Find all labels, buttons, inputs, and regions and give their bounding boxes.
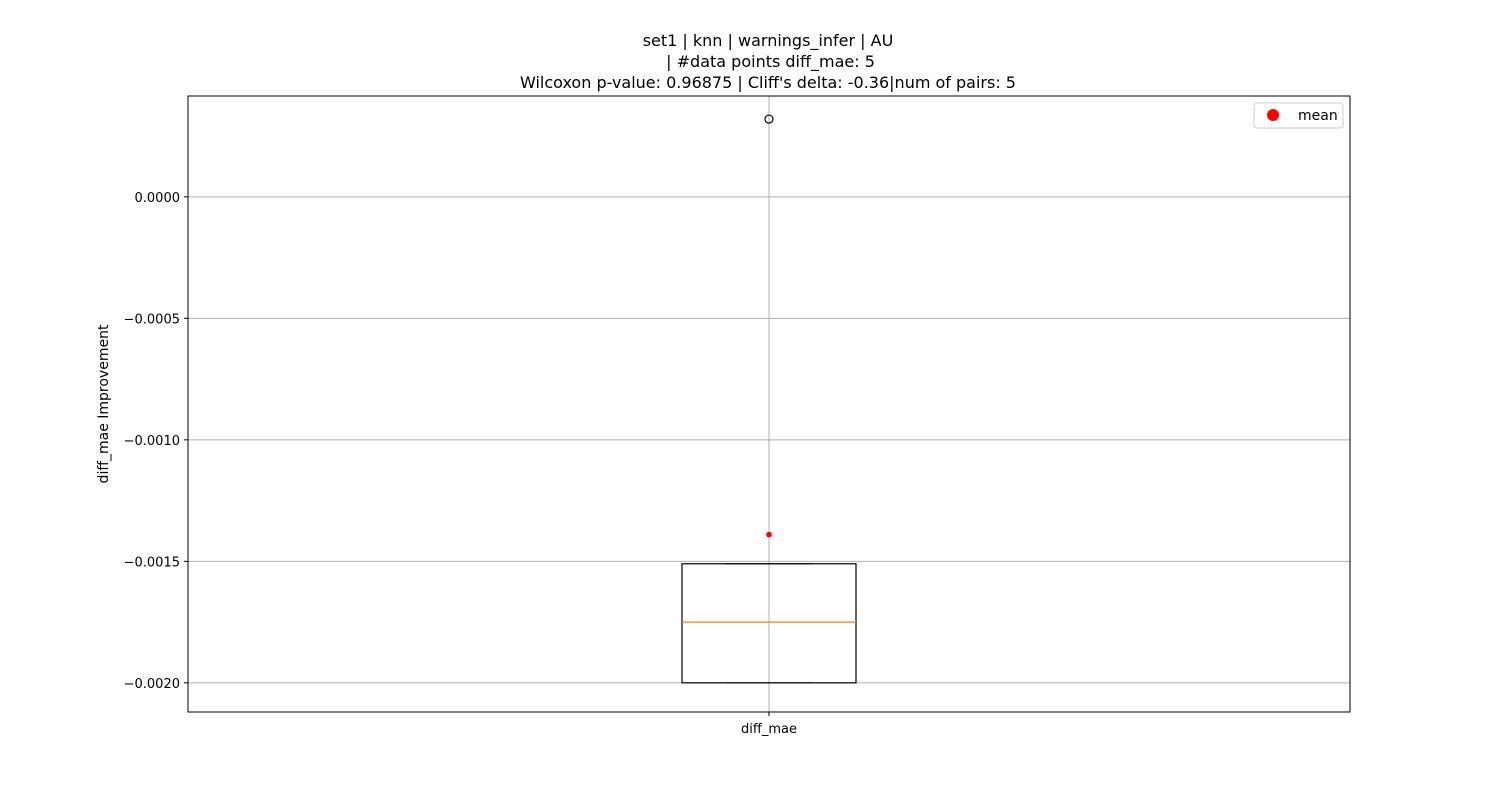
y-tick-label: −0.0020 [124,677,180,692]
x-tick-label: diff_mae [741,722,797,737]
mean-point[interactable] [766,531,772,538]
outlier-point[interactable] [764,114,774,124]
title-line-3: Wilcoxon p-value: 0.96875 | Cliff's delt… [520,73,1016,92]
legend-mean-marker [1267,109,1279,121]
legend-mean-label: mean [1298,108,1338,124]
plot-marks [681,114,857,684]
y-tick-label: −0.0015 [124,555,180,570]
y-tick-label: −0.0005 [124,312,180,327]
y-axis-ticks: 0.0000 −0.0005 −0.0010 −0.0015 −0.0020 [124,191,188,692]
y-axis-label: diff_mae Improvement [96,324,112,483]
y-tick-label: 0.0000 [135,191,181,206]
legend-box [1253,102,1344,129]
x-axis-ticks: diff_mae [741,712,797,737]
y-tick-label: −0.0010 [124,434,180,449]
iqr-box[interactable] [681,563,857,684]
legend[interactable]: mean [1253,102,1344,129]
title-line-2: | #data points diff_mae: 5 [661,52,875,72]
title-line-1: set1 | knn | warnings_infer | AU [643,31,894,51]
grid-lines [188,96,1350,712]
chart-title: set1 | knn | warnings_infer | AU | #data… [520,31,1016,92]
